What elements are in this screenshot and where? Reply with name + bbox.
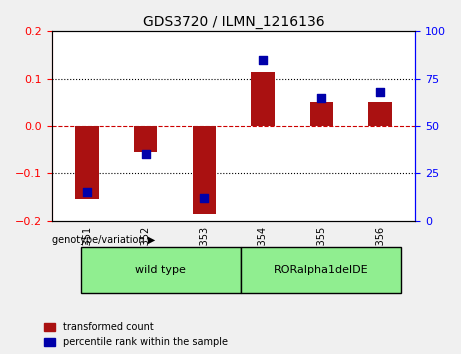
Bar: [75, 126, 99, 199]
FancyBboxPatch shape: [241, 247, 401, 293]
Bar: [193, 126, 216, 214]
Text: wild type: wild type: [136, 265, 186, 275]
Title: GDS3720 / ILMN_1216136: GDS3720 / ILMN_1216136: [143, 15, 325, 29]
Point: [201, 195, 208, 201]
Bar: [368, 102, 392, 126]
Point: [318, 95, 325, 101]
Point: [142, 152, 149, 157]
FancyBboxPatch shape: [81, 247, 241, 293]
Text: RORalpha1delDE: RORalpha1delDE: [273, 265, 368, 275]
Bar: [310, 102, 333, 126]
Text: genotype/variation ▶: genotype/variation ▶: [52, 235, 155, 245]
Legend: transformed count, percentile rank within the sample: transformed count, percentile rank withi…: [42, 320, 230, 349]
Point: [377, 89, 384, 95]
Bar: [134, 126, 157, 152]
Point: [259, 57, 266, 63]
Point: [83, 189, 91, 195]
Bar: [251, 72, 275, 126]
